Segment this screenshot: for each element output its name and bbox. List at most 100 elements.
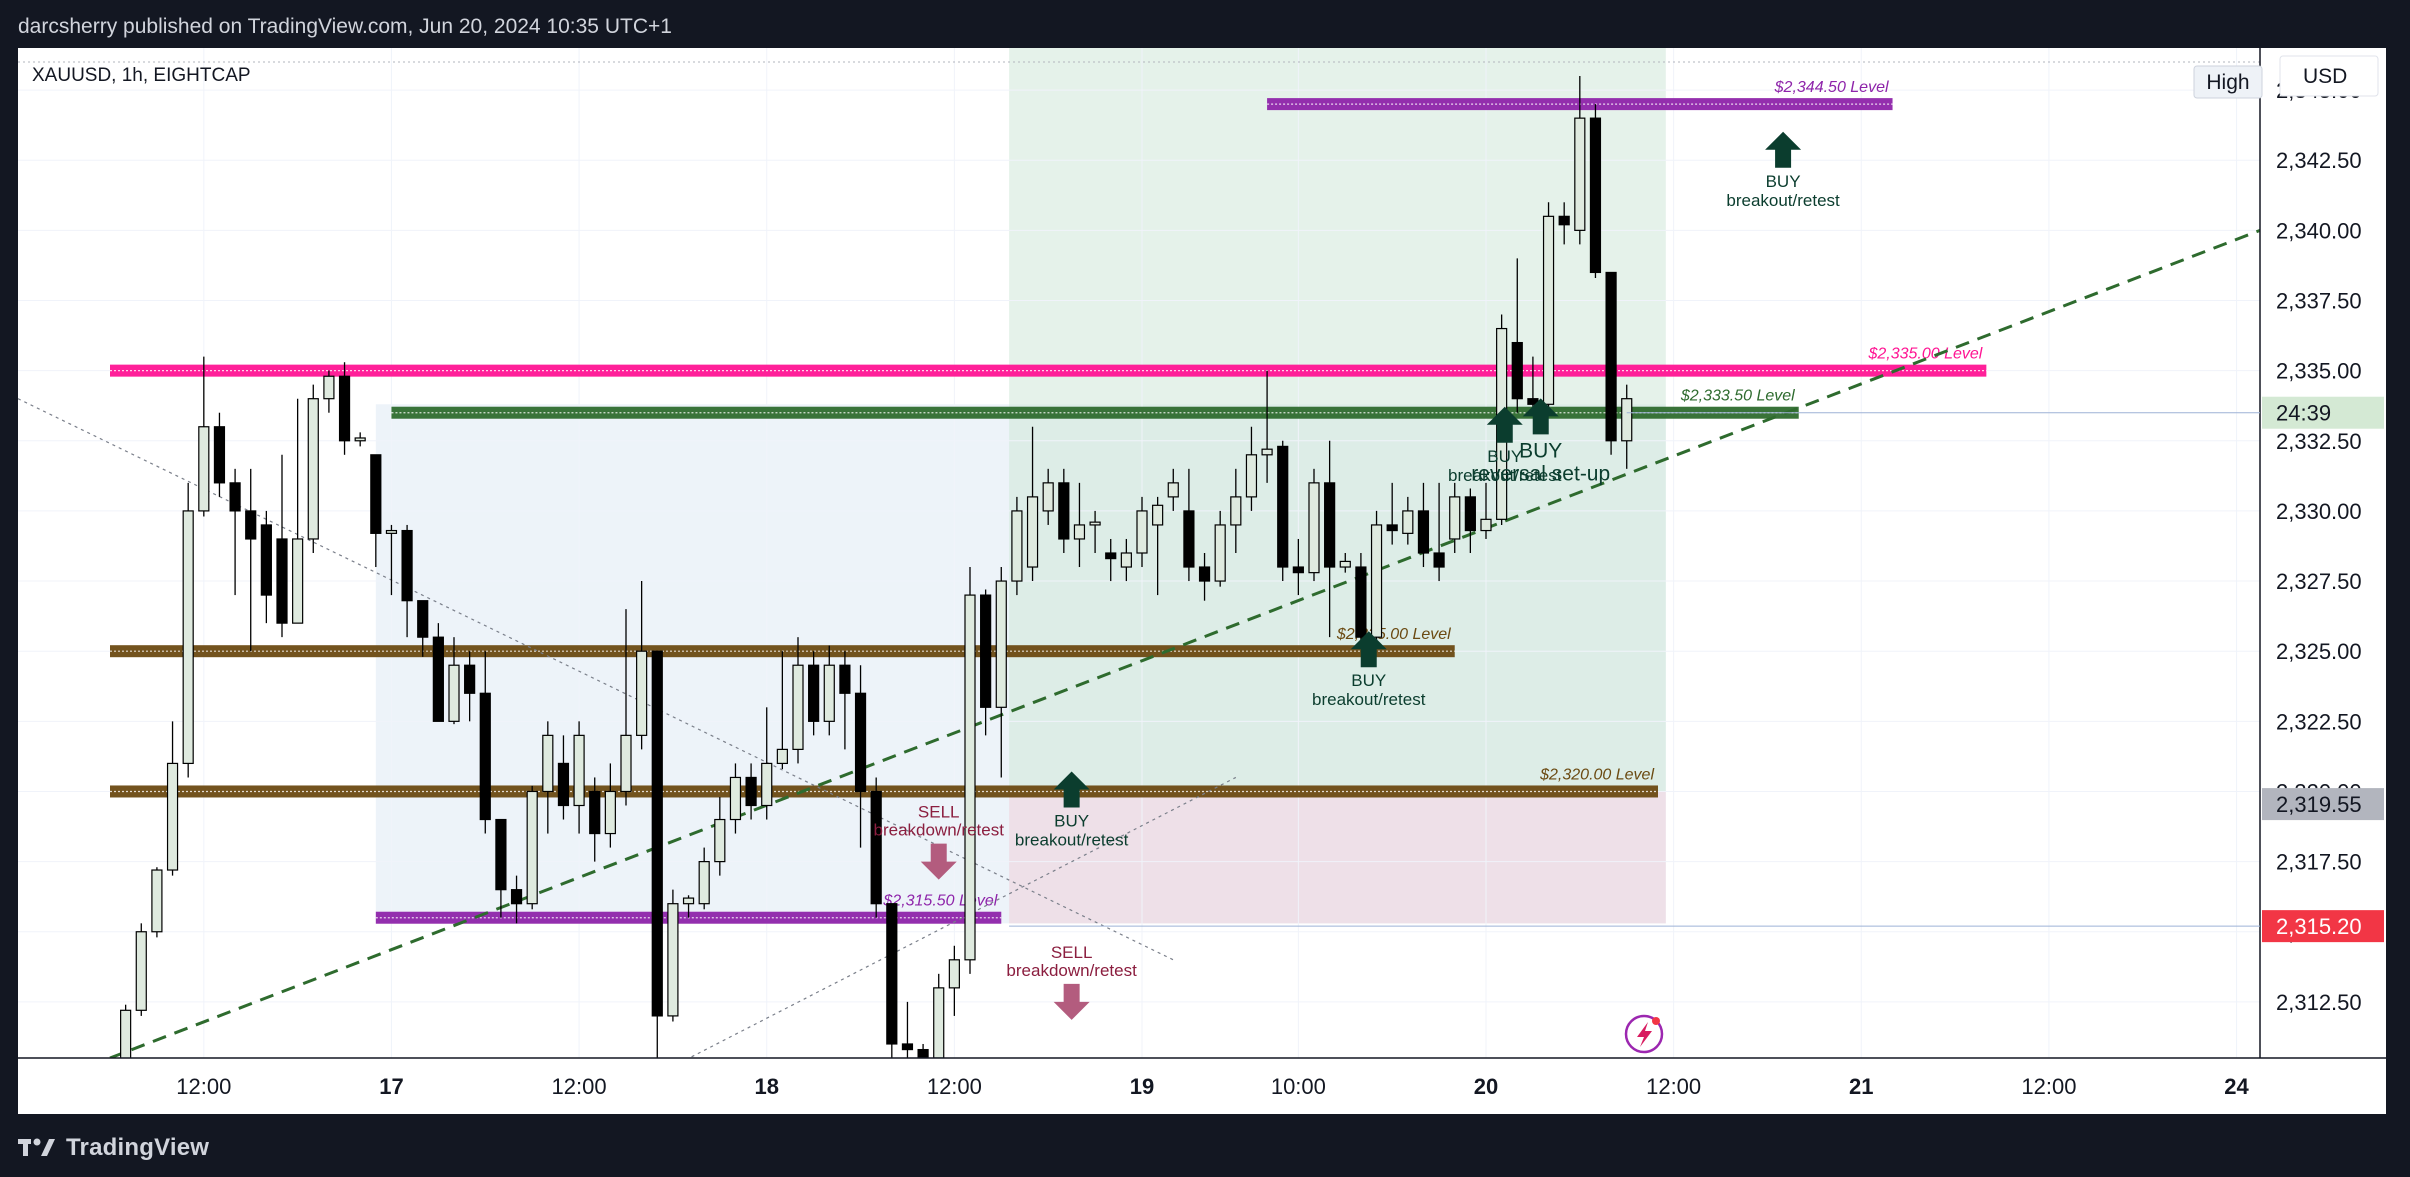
candle[interactable]	[995, 567, 1007, 778]
candle[interactable]	[135, 923, 147, 1016]
candle[interactable]	[354, 432, 366, 447]
candle[interactable]	[182, 482, 194, 778]
candle[interactable]	[682, 895, 695, 918]
candle[interactable]	[1370, 510, 1383, 643]
candle[interactable]	[432, 623, 444, 722]
candle[interactable]	[1402, 496, 1414, 545]
candle[interactable]	[839, 651, 851, 750]
candle[interactable]	[1621, 384, 1633, 469]
candle[interactable]	[1058, 468, 1070, 553]
candle[interactable]	[964, 567, 976, 974]
candle[interactable]	[1105, 538, 1117, 582]
candle[interactable]	[151, 867, 163, 938]
candle[interactable]	[307, 384, 319, 553]
candle[interactable]	[1230, 468, 1242, 553]
candle[interactable]	[1355, 553, 1367, 646]
chart-frame[interactable]: $2,344.50 Level $2,335.00 Level $2,333.50 …	[18, 48, 2386, 1114]
candle[interactable]	[557, 735, 570, 820]
candle[interactable]	[229, 468, 241, 596]
candle[interactable]	[636, 581, 648, 750]
candle[interactable]	[1464, 488, 1476, 553]
candle[interactable]	[948, 945, 960, 1016]
candle[interactable]	[1026, 426, 1039, 582]
currency-button[interactable]: USD	[2279, 55, 2379, 97]
candle[interactable]	[1073, 482, 1086, 568]
candle[interactable]	[1011, 496, 1023, 596]
candle[interactable]	[823, 645, 835, 736]
candle[interactable]	[1167, 468, 1179, 511]
candle[interactable]	[1136, 496, 1148, 568]
candle[interactable]	[510, 875, 523, 924]
candle[interactable]	[245, 468, 257, 652]
candle[interactable]	[1214, 510, 1226, 587]
chart-canvas[interactable]: $2,344.50 Level $2,335.00 Level $2,333.50 …	[18, 48, 2386, 1114]
candle[interactable]	[417, 600, 429, 657]
candle[interactable]	[667, 889, 679, 1022]
candle[interactable]	[792, 637, 804, 764]
candle[interactable]	[1339, 553, 1351, 573]
candle[interactable]	[1292, 538, 1304, 596]
candle[interactable]	[1574, 76, 1586, 245]
candle[interactable]	[292, 398, 304, 624]
candle[interactable]	[854, 665, 867, 848]
candle[interactable]	[1089, 510, 1101, 553]
candle[interactable]	[385, 524, 398, 596]
candle[interactable]	[338, 362, 351, 455]
candle[interactable]	[1198, 553, 1211, 601]
candle[interactable]	[1324, 440, 1336, 638]
candle[interactable]	[1605, 271, 1617, 455]
candle[interactable]	[933, 973, 945, 1064]
candle[interactable]	[1308, 468, 1320, 582]
candle[interactable]	[1152, 496, 1164, 596]
high-button[interactable]: High	[2193, 65, 2263, 99]
candle[interactable]	[901, 1001, 914, 1058]
candle[interactable]	[698, 847, 710, 910]
candle[interactable]	[714, 797, 726, 876]
candle[interactable]	[776, 651, 788, 770]
candle[interactable]	[1245, 426, 1258, 511]
candle[interactable]	[589, 777, 601, 862]
candle[interactable]	[808, 651, 820, 736]
candle[interactable]	[1183, 468, 1195, 582]
candle[interactable]	[604, 763, 616, 848]
candle[interactable]	[1120, 538, 1132, 582]
candle[interactable]	[745, 763, 757, 820]
candle[interactable]	[526, 785, 538, 910]
candle[interactable]	[464, 651, 476, 722]
candle[interactable]	[1542, 202, 1555, 413]
candle[interactable]	[1511, 258, 1523, 413]
candle[interactable]	[198, 356, 210, 517]
candle[interactable]	[1558, 202, 1570, 245]
candle[interactable]	[1386, 482, 1398, 545]
candle[interactable]	[370, 454, 382, 568]
candle[interactable]	[1277, 440, 1289, 582]
candle[interactable]	[448, 637, 460, 725]
candle[interactable]	[980, 589, 992, 736]
candle[interactable]	[1261, 370, 1273, 483]
candle[interactable]	[323, 370, 335, 413]
candle[interactable]	[651, 650, 663, 1067]
candle[interactable]	[1589, 104, 1602, 279]
candle[interactable]	[1042, 468, 1054, 525]
candle[interactable]	[213, 412, 226, 497]
candle[interactable]	[729, 763, 742, 834]
candle[interactable]	[166, 721, 179, 876]
tradingview-logo[interactable]: TradingView	[18, 1134, 209, 1162]
time-axis[interactable]	[18, 1058, 2386, 1114]
candle[interactable]	[573, 721, 585, 834]
candle[interactable]	[761, 707, 773, 820]
candle[interactable]	[260, 510, 272, 624]
candle[interactable]	[542, 721, 554, 834]
candle[interactable]	[870, 777, 882, 918]
candle[interactable]	[1417, 482, 1430, 568]
candle[interactable]	[1480, 482, 1492, 539]
candle[interactable]	[1433, 482, 1445, 582]
candle[interactable]	[479, 651, 491, 834]
candle[interactable]	[276, 454, 288, 638]
candle[interactable]	[886, 903, 898, 1058]
candle[interactable]	[620, 609, 632, 806]
candle[interactable]	[401, 524, 413, 638]
flash-badge-icon[interactable]	[1624, 1014, 1664, 1054]
candle[interactable]	[1449, 482, 1461, 553]
candle[interactable]	[495, 818, 507, 918]
